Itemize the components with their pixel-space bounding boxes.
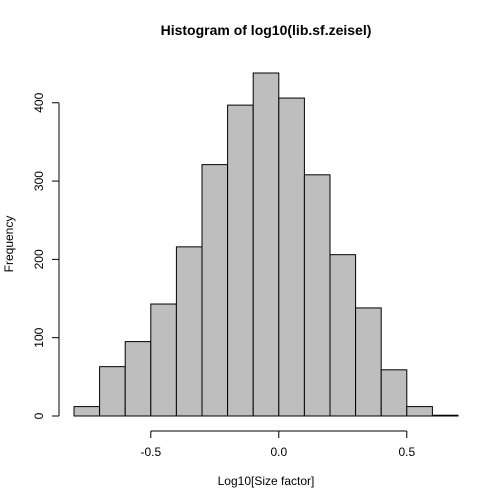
histogram-bar (431, 414, 459, 417)
histogram-bar (201, 164, 229, 417)
histogram-bar (124, 341, 152, 417)
x-tick-label: 0.0 (270, 445, 287, 459)
y-tick-label: 200 (32, 249, 46, 269)
histogram-bar (278, 97, 305, 417)
histogram-bar (252, 72, 280, 417)
histogram-bar (227, 104, 254, 417)
histogram-bar (303, 174, 331, 417)
histogram-bar (175, 246, 203, 417)
x-axis-label: Log10[Size factor] (218, 474, 315, 488)
histogram-bars (73, 72, 459, 417)
chart-title: Histogram of log10(lib.sf.zeisel) (161, 22, 372, 38)
histogram-bar (73, 406, 101, 417)
y-tick-label: 0 (32, 412, 46, 419)
y-tick-label: 400 (32, 92, 46, 112)
histogram-bar (329, 254, 357, 417)
y-axis: 0 100 200 300 400 (32, 92, 60, 419)
y-tick-label: 100 (32, 327, 46, 347)
histogram-bar (380, 369, 408, 417)
histogram-bar (150, 303, 177, 417)
y-tick-label: 300 (32, 171, 46, 191)
histogram-bar (406, 406, 433, 417)
x-tick-label: -0.5 (140, 445, 161, 459)
histogram-bar (99, 366, 126, 417)
x-axis: -0.5 0.0 0.5 (140, 430, 415, 459)
x-tick-label: 0.5 (398, 445, 415, 459)
histogram-bar (355, 307, 382, 417)
y-axis-label: Frequency (2, 216, 16, 273)
